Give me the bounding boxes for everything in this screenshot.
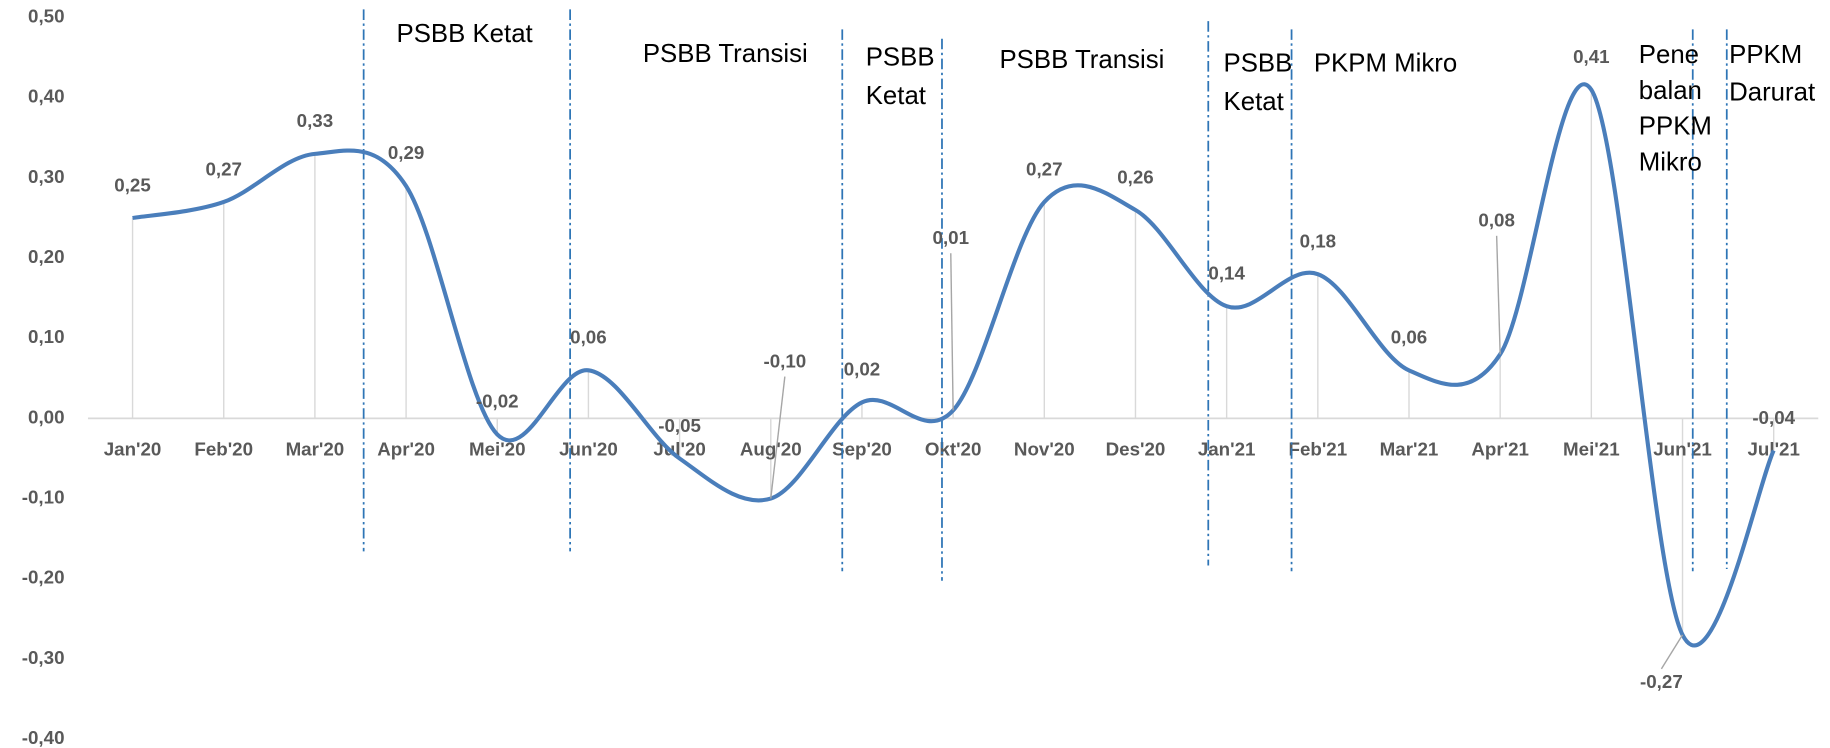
data-label: -0,10: [763, 350, 806, 371]
data-label: 0,01: [933, 227, 970, 248]
leader-line: [1495, 235, 1501, 355]
data-label: 0,27: [205, 158, 242, 179]
x-tick-label: Jun'20: [559, 438, 618, 459]
phase-label: Darurat: [1729, 79, 1815, 107]
x-tick-label: Jan'20: [104, 438, 162, 459]
y-tick-label: 0,50: [28, 6, 65, 27]
phase-label: PSBB Ketat: [397, 20, 533, 48]
data-label: 0,06: [570, 327, 607, 348]
data-label: 0,26: [1117, 166, 1154, 187]
x-tick-label: Nov'20: [1014, 438, 1075, 459]
x-tick-label: Mar'21: [1380, 438, 1439, 459]
y-tick-label: 0,20: [28, 246, 65, 267]
x-tick-label: Aug'20: [740, 438, 802, 459]
x-tick-label: Mei'20: [469, 438, 526, 459]
x-tick-label: Jun'21: [1653, 438, 1712, 459]
phase-label: Ketat: [1224, 88, 1284, 116]
phase-label: PKPM Mikro: [1314, 49, 1457, 77]
phase-label: Ketat: [866, 82, 926, 110]
y-tick-label: 0,30: [28, 166, 65, 187]
phase-label: Pene: [1639, 41, 1699, 69]
phase-label: PSBB: [866, 43, 935, 71]
data-label: 0,29: [388, 142, 425, 163]
x-tick-label: Jul'21: [1747, 438, 1799, 459]
phase-label: Mikro: [1639, 148, 1702, 176]
data-label: 0,06: [1391, 327, 1428, 348]
x-tick-label: Okt'20: [925, 438, 982, 459]
leader-line: [1660, 634, 1684, 670]
x-tick-label: Apr'21: [1471, 438, 1529, 459]
y-tick-label: 0,10: [28, 326, 65, 347]
y-tick-label: -0,20: [22, 567, 65, 588]
data-label: -0,02: [476, 391, 519, 412]
x-tick-label: Feb'20: [194, 438, 253, 459]
x-tick-label: Mei'21: [1563, 438, 1620, 459]
leader-line: [770, 376, 786, 499]
data-line: [132, 82, 1776, 648]
y-tick-label: 0,40: [28, 86, 65, 107]
x-tick-label: Sep'20: [832, 438, 892, 459]
data-label: -0,04: [1752, 407, 1795, 428]
data-label: -0,27: [1640, 671, 1683, 692]
data-label: -0,05: [658, 415, 701, 436]
phase-label: PPKM: [1639, 113, 1712, 141]
phase-label: PSBB Transisi: [999, 46, 1164, 74]
y-tick-label: -0,10: [22, 487, 65, 508]
phase-label: PSBB: [1224, 49, 1293, 77]
x-tick-label: Feb'21: [1288, 438, 1347, 459]
data-label: 0,08: [1478, 210, 1515, 231]
data-label: 0,27: [1026, 158, 1063, 179]
x-tick-label: Mar'20: [286, 438, 345, 459]
leader-line: [950, 253, 954, 411]
data-label: 0,33: [297, 110, 334, 131]
x-tick-label: Des'20: [1106, 438, 1166, 459]
phase-label: PPKM: [1729, 41, 1802, 69]
data-label: 0,14: [1208, 262, 1245, 283]
x-tick-label: Jul'20: [653, 438, 705, 459]
y-tick-label: -0,40: [22, 727, 65, 748]
y-tick-label: 0,00: [28, 406, 65, 427]
data-label: 0,02: [844, 359, 881, 380]
data-label: 0,41: [1573, 46, 1610, 67]
phase-label: balan: [1639, 77, 1702, 105]
data-label: 0,18: [1300, 230, 1337, 251]
x-tick-label: Apr'20: [377, 438, 435, 459]
data-label: 0,25: [114, 174, 151, 195]
y-tick-label: -0,30: [22, 647, 65, 668]
x-tick-label: Jan'21: [1198, 438, 1256, 459]
phase-label: PSBB Transisi: [643, 40, 808, 68]
